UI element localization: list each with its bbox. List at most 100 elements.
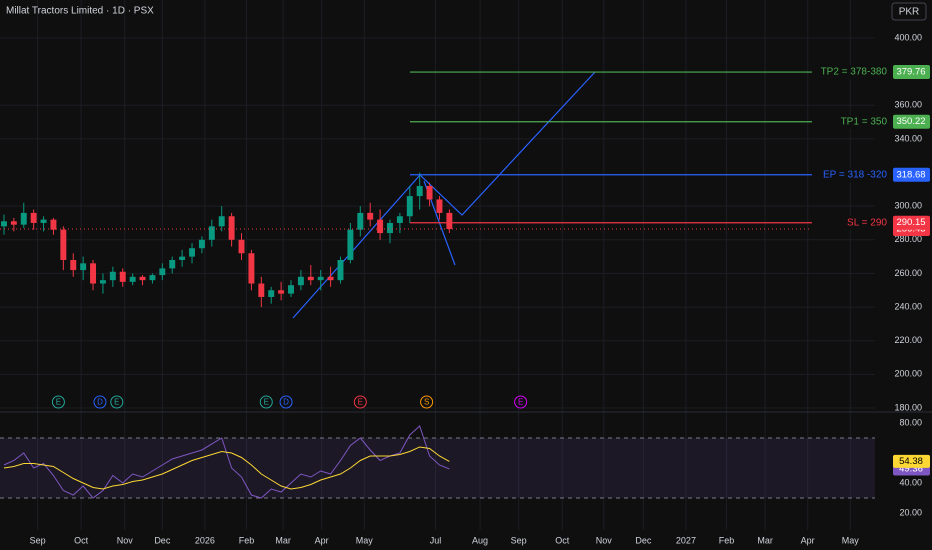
candle-body [149, 275, 156, 281]
candle-body [278, 290, 285, 294]
candle-body [218, 216, 225, 227]
level-name-bg [812, 65, 890, 80]
rsi-tick-label: 80.00 [899, 417, 922, 427]
pattern-line [292, 71, 596, 319]
event-label: E [518, 398, 523, 407]
event-marker [420, 395, 434, 409]
candle-body [297, 276, 304, 286]
event-marker [93, 395, 107, 409]
event-label: E [358, 398, 363, 407]
x-tick-label: Aug [472, 535, 488, 545]
candle-body [119, 271, 126, 282]
y-tick-label: 200.00 [894, 369, 922, 379]
candle-body [20, 212, 27, 225]
rsi-value-box [893, 454, 930, 468]
chart-title: Millat Tractors Limited · 1D · PSX [6, 6, 154, 17]
candle-body [40, 219, 47, 223]
x-tick-label: 2026 [195, 535, 215, 545]
event-label: D [97, 398, 103, 407]
candle-body [159, 268, 166, 276]
x-tick-label: Jul [430, 535, 442, 545]
grid [0, 0, 875, 530]
candle-body [99, 280, 106, 284]
candle-body [90, 263, 97, 284]
level-price: 350.22 [896, 116, 925, 127]
x-tick-label: Feb [239, 535, 255, 545]
y-tick-label: 220.00 [894, 335, 922, 345]
candle-body [396, 216, 403, 223]
candle-body [377, 219, 384, 234]
x-tick-label: Dec [154, 535, 171, 545]
x-tick-label: May [842, 535, 860, 545]
candle-body [416, 185, 423, 197]
level-name: EP = 318 -320 [823, 169, 887, 180]
x-tick-label: Nov [596, 535, 613, 545]
x-tick-label: Nov [117, 535, 134, 545]
level-price: 379.76 [896, 67, 925, 78]
event-marker [279, 395, 293, 409]
x-tick-label: Feb [719, 535, 735, 545]
rsi-band [0, 437, 875, 499]
x-tick-label: Apr [801, 535, 815, 545]
level-price-box [893, 65, 930, 80]
x-tick-label: May [356, 535, 374, 545]
candle-body [0, 221, 7, 227]
event-label: E [56, 398, 61, 407]
candle-body [258, 283, 265, 297]
rsi-value-label: 49.36 [899, 463, 923, 474]
event-marker [110, 395, 124, 409]
event-marker [259, 395, 273, 409]
candle-body [248, 253, 255, 284]
x-tick-label: Oct [74, 535, 89, 545]
candle-body [109, 271, 116, 281]
y-tick-label: 180.00 [894, 402, 922, 412]
level-name-bg [812, 167, 890, 182]
level-name: TP1 = 350 [841, 116, 888, 127]
candle-body [446, 212, 453, 229]
candle-body [50, 219, 57, 230]
event-label: S [424, 398, 429, 407]
level-name: SL = 290 [847, 217, 887, 228]
rsi-tick-label: 40.00 [899, 477, 922, 487]
x-tick-label: Sep [30, 535, 46, 545]
candle-body [30, 212, 37, 223]
candle-body [307, 276, 314, 281]
candle-body [70, 259, 77, 271]
candle-body [406, 196, 413, 217]
level-price-box [893, 114, 930, 129]
level-price-box [893, 215, 930, 230]
x-tick-label: Oct [555, 535, 570, 545]
candle-body [60, 229, 67, 260]
currency-button[interactable] [891, 2, 927, 21]
candle-body [139, 276, 146, 281]
y-tick-label: 340.00 [894, 133, 922, 143]
candle-body [80, 263, 87, 271]
candle-body [238, 239, 245, 254]
event-label: D [283, 398, 289, 407]
currency[interactable]: PKR [899, 7, 920, 18]
candle-body [436, 199, 443, 213]
candle-body [268, 290, 275, 297]
candle-body [357, 212, 364, 230]
x-tick-label: Mar [275, 535, 291, 545]
candle-body [288, 285, 294, 294]
event-marker [514, 395, 528, 409]
y-tick-label: 360.00 [894, 100, 922, 110]
rsi-line [3, 425, 450, 499]
candle-body [228, 216, 235, 240]
level-name-bg [812, 114, 890, 129]
candle-body [198, 239, 205, 249]
candle-body [10, 221, 17, 225]
x-tick-label: 2027 [676, 535, 696, 545]
event-label: E [264, 398, 269, 407]
candle-body [208, 226, 215, 240]
event-label: E [114, 398, 119, 407]
event-marker [51, 395, 65, 409]
x-tick-label: Mar [757, 535, 773, 545]
candle-body [387, 222, 393, 234]
level-price-box [893, 167, 930, 182]
rsi-tick-label: 20.00 [899, 507, 922, 517]
rsi-value-label: 54.38 [899, 456, 923, 467]
